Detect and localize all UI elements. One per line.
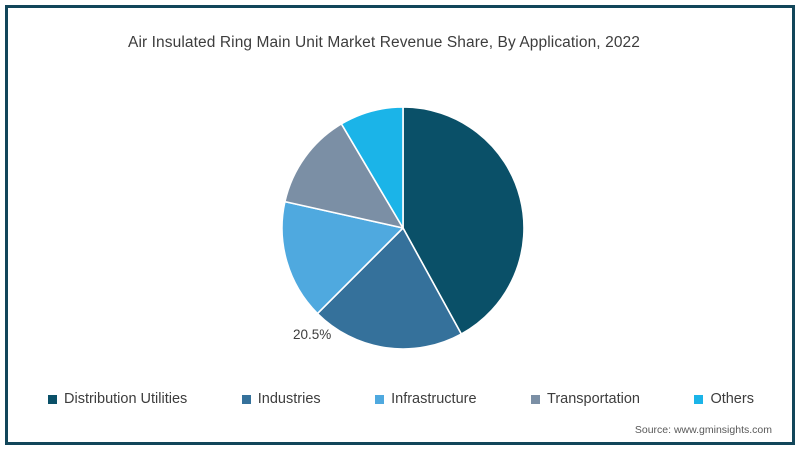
legend-item-infrastructure[interactable]: Infrastructure: [375, 391, 477, 407]
legend-label: Others: [710, 391, 754, 407]
legend-item-industries[interactable]: Industries: [241, 391, 321, 407]
pie-slice-industries[interactable]: [316, 227, 463, 350]
legend-item-others[interactable]: Others: [694, 391, 754, 407]
chart-title: Air Insulated Ring Main Unit Market Reve…: [128, 34, 640, 51]
pie-slice-infrastructure[interactable]: [281, 200, 404, 315]
legend-swatch-icon: [48, 394, 57, 404]
pie-slice-distribution-utilities[interactable]: [402, 106, 525, 335]
legend-label: Infrastructure: [391, 391, 477, 407]
legend-swatch-icon: [241, 394, 251, 404]
legend-item-distribution-utilities[interactable]: Distribution Utilities: [48, 391, 187, 407]
legend-swatch-icon: [694, 394, 704, 404]
pie-slice-group: [281, 106, 525, 350]
legend-label: Distribution Utilities: [64, 391, 188, 407]
slice-label-industries: 20.5%: [293, 327, 332, 342]
legend-swatch-icon: [375, 394, 385, 404]
source-note: Source: www.gminsights.com: [634, 424, 772, 436]
chart-legend: Distribution Utilities Industries Infras…: [48, 388, 754, 410]
legend-item-transportation[interactable]: Transportation: [531, 391, 640, 407]
legend-swatch-icon: [531, 394, 540, 404]
legend-label: Industries: [257, 391, 321, 407]
pie-slice-transportation[interactable]: [284, 123, 404, 229]
legend-label: Transportation: [547, 391, 640, 407]
pie-slice-others[interactable]: [340, 106, 404, 229]
